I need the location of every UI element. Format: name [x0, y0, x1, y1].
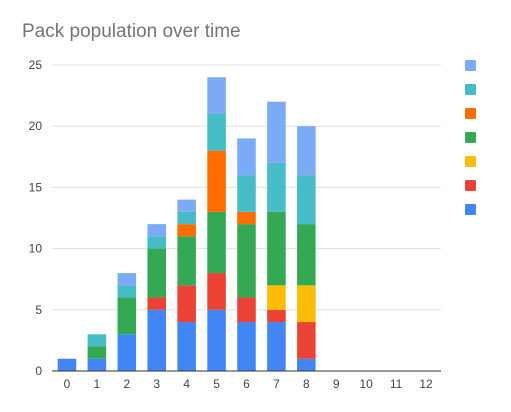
bar-segment-series-7-cat-2[interactable] — [117, 273, 137, 286]
x-tick-label: 11 — [390, 377, 403, 391]
x-tick-label: 10 — [360, 377, 374, 391]
bar-segment-series-7-cat-4[interactable] — [177, 199, 196, 212]
bars-layer — [57, 77, 316, 371]
bar-segment-series-6-cat-1[interactable] — [87, 334, 107, 347]
bar-segment-series-1-cat-1[interactable] — [87, 358, 107, 371]
bar-segment-series-6-cat-6[interactable] — [237, 175, 256, 212]
legend-swatch-series-1[interactable] — [465, 204, 476, 215]
bar-segment-series-4-cat-8[interactable] — [297, 224, 316, 286]
bar-segment-series-2-cat-3[interactable] — [147, 297, 167, 310]
bar-segment-series-3-cat-8[interactable] — [297, 285, 316, 323]
x-tick-label: 6 — [243, 377, 250, 391]
bar-segment-series-7-cat-7[interactable] — [267, 101, 286, 163]
bar-segment-series-7-cat-8[interactable] — [297, 126, 316, 176]
y-tick-label: 20 — [29, 119, 43, 133]
legend-swatch-series-6[interactable] — [465, 84, 476, 95]
legend-swatch-series-2[interactable] — [465, 180, 476, 191]
bar-segment-series-2-cat-5[interactable] — [207, 273, 226, 310]
legend-swatch-series-3[interactable] — [465, 156, 476, 167]
y-tick-label: 10 — [29, 242, 43, 256]
x-tick-label: 4 — [183, 377, 190, 391]
bar-segment-series-6-cat-4[interactable] — [177, 211, 196, 225]
bar-segment-series-7-cat-3[interactable] — [147, 224, 167, 237]
bar-segment-series-4-cat-5[interactable] — [207, 211, 226, 274]
bar-segment-series-3-cat-7[interactable] — [267, 285, 286, 310]
bar-segment-series-4-cat-2[interactable] — [117, 297, 137, 335]
bar-segment-series-6-cat-5[interactable] — [207, 113, 226, 151]
legend[interactable] — [465, 60, 476, 215]
bar-segment-series-7-cat-6[interactable] — [237, 138, 256, 176]
x-tick-label: 1 — [94, 377, 101, 391]
y-tick-label: 15 — [29, 180, 43, 194]
x-tick-label: 9 — [333, 377, 340, 391]
bar-segment-series-4-cat-3[interactable] — [147, 248, 167, 298]
bar-segment-series-2-cat-7[interactable] — [267, 309, 286, 323]
bar-segment-series-5-cat-4[interactable] — [177, 224, 196, 237]
bar-segment-series-6-cat-8[interactable] — [297, 175, 316, 225]
legend-swatch-series-5[interactable] — [465, 108, 476, 119]
bar-segment-series-4-cat-6[interactable] — [237, 224, 256, 298]
bar-segment-series-4-cat-4[interactable] — [177, 236, 196, 286]
bar-segment-series-1-cat-4[interactable] — [177, 322, 196, 371]
bar-segment-series-2-cat-6[interactable] — [237, 297, 256, 323]
bar-segment-series-1-cat-5[interactable] — [207, 309, 226, 371]
bar-segment-series-1-cat-0[interactable] — [57, 358, 77, 371]
legend-swatch-series-7[interactable] — [465, 60, 476, 71]
bar-segment-series-1-cat-7[interactable] — [267, 322, 286, 371]
legend-swatch-series-4[interactable] — [465, 132, 476, 143]
bar-segment-series-7-cat-5[interactable] — [207, 77, 226, 114]
y-tick-label: 5 — [35, 303, 42, 317]
bar-segment-series-1-cat-8[interactable] — [297, 358, 316, 371]
bar-segment-series-4-cat-7[interactable] — [267, 211, 286, 286]
bar-segment-series-4-cat-1[interactable] — [87, 346, 107, 359]
bar-segment-series-1-cat-2[interactable] — [117, 334, 137, 371]
x-tick-label: 7 — [273, 377, 280, 391]
bar-segment-series-1-cat-6[interactable] — [237, 322, 256, 371]
bar-segment-series-6-cat-2[interactable] — [117, 285, 137, 298]
y-tick-label: 0 — [35, 364, 42, 378]
bar-segment-series-5-cat-6[interactable] — [237, 211, 256, 225]
x-tick-label: 5 — [213, 377, 220, 391]
x-tick-label: 0 — [64, 377, 71, 391]
x-tick-label: 3 — [153, 377, 160, 391]
x-tick-label: 8 — [303, 377, 310, 391]
x-tick-label: 2 — [123, 377, 130, 391]
bar-segment-series-5-cat-5[interactable] — [207, 150, 226, 212]
x-tick-label: 12 — [419, 377, 433, 391]
bar-segment-series-2-cat-8[interactable] — [297, 322, 316, 359]
bar-segment-series-1-cat-3[interactable] — [147, 309, 167, 371]
chart-title: Pack population over time — [22, 21, 241, 42]
bar-segment-series-2-cat-4[interactable] — [177, 285, 196, 323]
y-tick-label: 25 — [29, 58, 43, 72]
bar-segment-series-6-cat-7[interactable] — [267, 162, 286, 212]
bar-segment-series-6-cat-3[interactable] — [147, 236, 167, 249]
